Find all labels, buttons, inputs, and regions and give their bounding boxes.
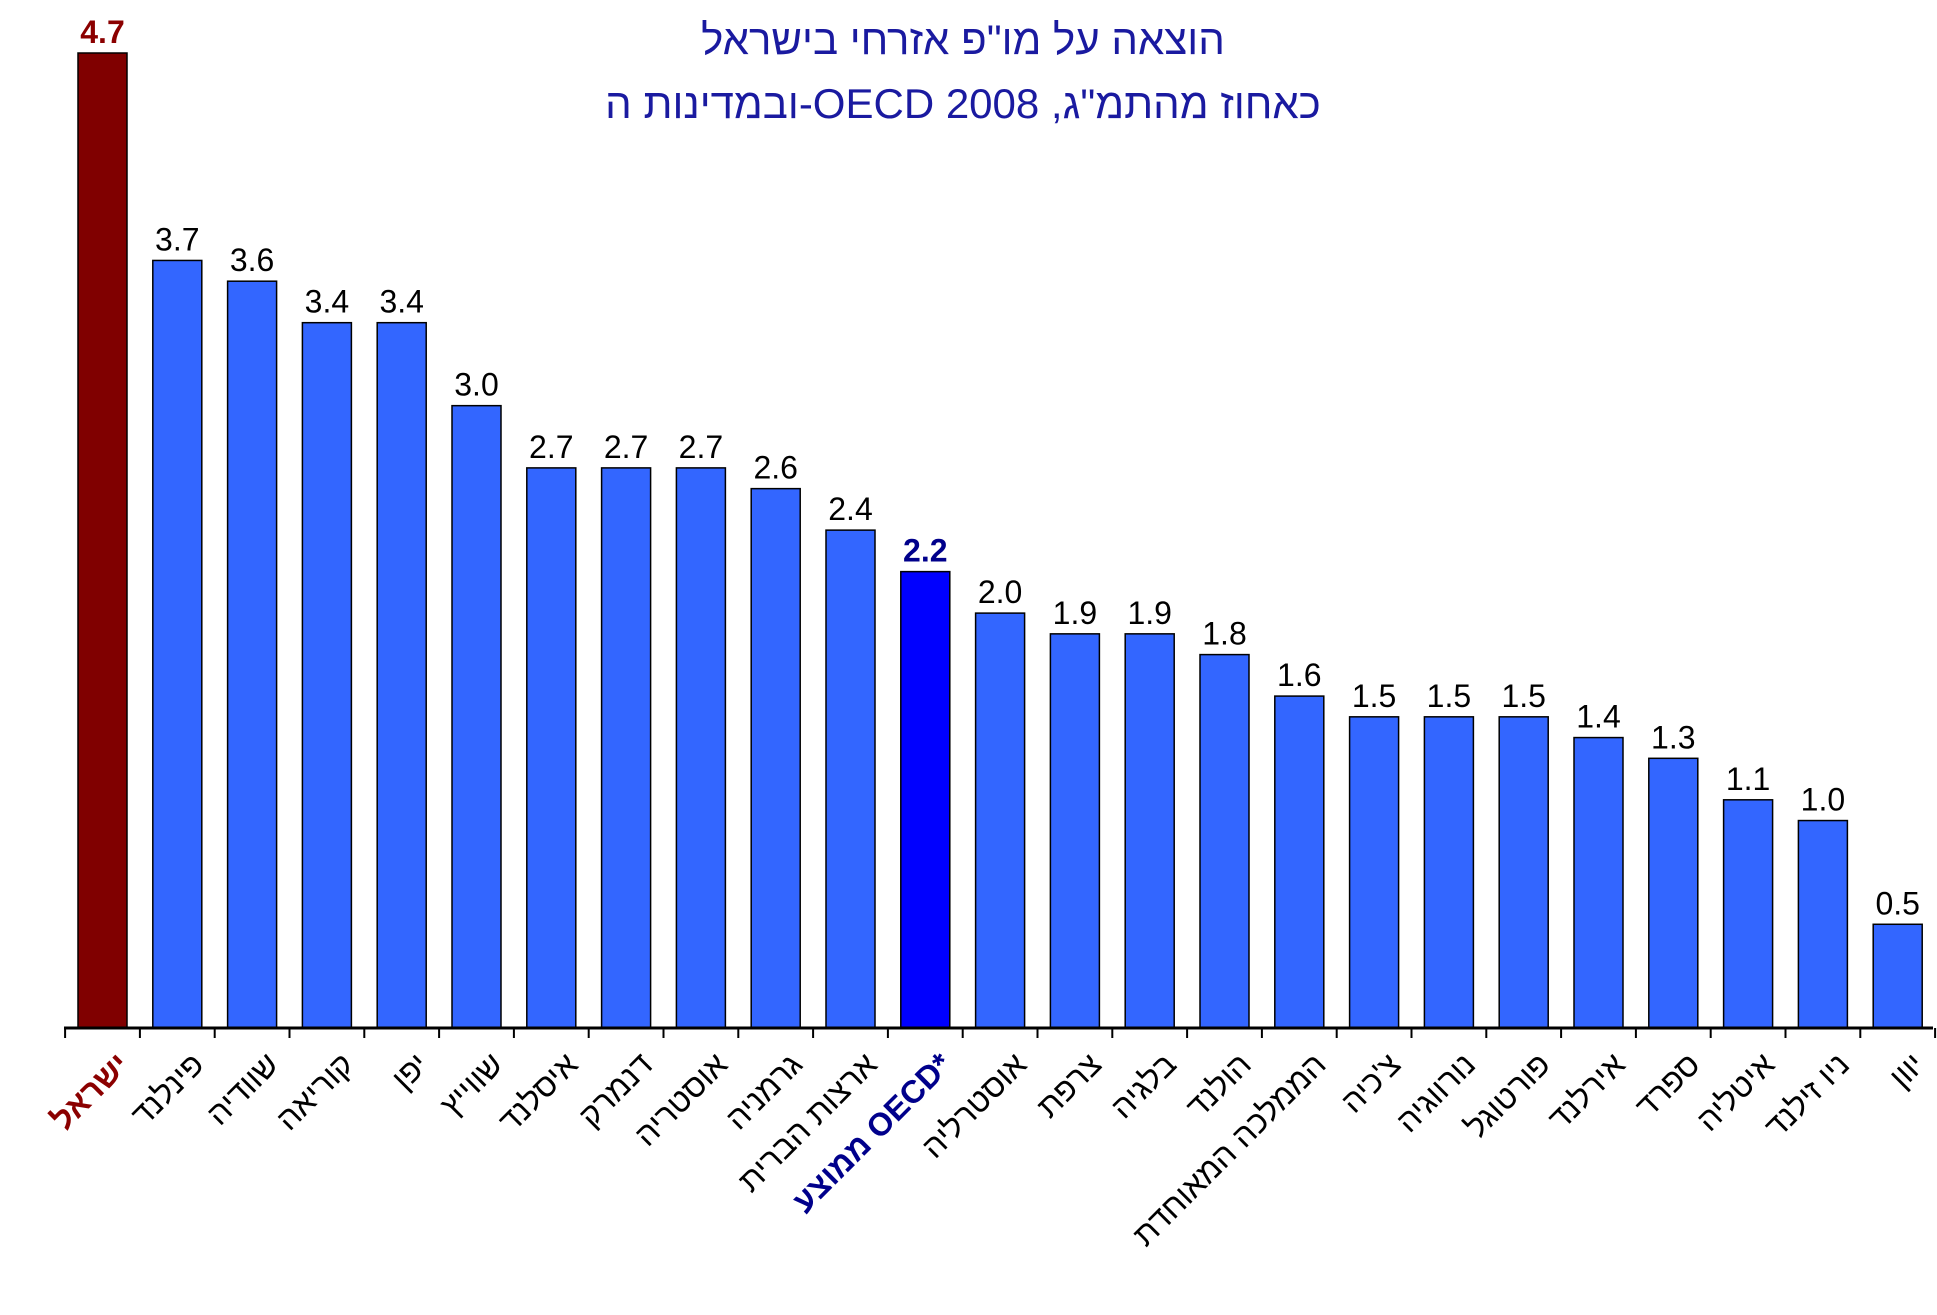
value-label: 2.4: [828, 491, 872, 527]
bar: [1797, 819, 1849, 1029]
bar: [1274, 695, 1325, 1029]
bar: [226, 280, 278, 1029]
bar: [1573, 736, 1624, 1029]
x-tick-label: צרפת: [1030, 1046, 1109, 1125]
bar: [1722, 799, 1774, 1029]
x-tick-label: יפן: [384, 1046, 435, 1097]
bar: [900, 570, 951, 1029]
value-label: 1.6: [1277, 657, 1321, 693]
x-tick-label: קוריאה: [269, 1046, 360, 1137]
value-label: 1.9: [1127, 595, 1171, 631]
x-tick-label: יוון: [1882, 1046, 1931, 1095]
value-label: 1.8: [1202, 616, 1246, 652]
value-label: 3.4: [379, 284, 423, 320]
value-label: 3.4: [305, 284, 349, 320]
bar: [1423, 716, 1475, 1029]
x-tick-label: ישראל: [44, 1046, 135, 1137]
x-tick-label: פורטוגל: [1458, 1046, 1557, 1145]
value-label: 0.5: [1875, 885, 1919, 921]
x-tick-label: אירלנד: [1541, 1046, 1632, 1137]
bar: [600, 467, 652, 1029]
value-label: 1.9: [1053, 595, 1097, 631]
bar: [1872, 923, 1923, 1029]
bar: [526, 467, 577, 1029]
value-label: 4.7: [80, 14, 124, 50]
value-label: 1.1: [1726, 761, 1770, 797]
bar: [1199, 653, 1250, 1029]
x-tick-label: ניו זילנד: [1757, 1046, 1856, 1145]
value-label: 1.0: [1801, 782, 1845, 818]
x-tick-label: פינלנד: [124, 1046, 211, 1133]
value-label: 1.4: [1576, 699, 1620, 735]
value-label: 2.2: [903, 533, 947, 569]
value-label: 3.0: [454, 367, 498, 403]
bar: [750, 487, 801, 1029]
value-label: 2.7: [679, 429, 723, 465]
value-label: 3.7: [155, 221, 199, 257]
value-label: 2.7: [529, 429, 573, 465]
bar: [1498, 716, 1549, 1029]
bar: [451, 404, 502, 1029]
value-label: 1.5: [1501, 678, 1545, 714]
bar: [675, 467, 727, 1029]
bar: [1648, 757, 1699, 1029]
value-label: 2.0: [978, 574, 1022, 610]
x-tick-label: שוודיה: [199, 1046, 285, 1132]
value-label: 1.5: [1427, 678, 1471, 714]
chart-title: הוצאה על מו"פ אזרחי בישראל: [701, 16, 1225, 63]
value-label: 2.7: [604, 429, 648, 465]
bar: [825, 529, 876, 1029]
bar: [301, 321, 353, 1029]
value-label: 1.3: [1651, 719, 1695, 755]
bar: [1348, 716, 1400, 1029]
bar: [77, 52, 128, 1029]
x-tick-label: איסלנד: [491, 1046, 584, 1139]
bar: [152, 259, 203, 1029]
value-label: 3.6: [230, 242, 274, 278]
value-label: 1.5: [1352, 678, 1396, 714]
value-label: 2.6: [753, 450, 797, 486]
bar: [1124, 633, 1175, 1029]
x-tick-label: בלגיה: [1104, 1046, 1183, 1125]
bar: [974, 612, 1026, 1029]
bar: [1049, 633, 1101, 1029]
bar: [376, 321, 427, 1029]
chart-title: ובמדינות ה-OECD כאחוז מהתמ"ג, 2008: [605, 80, 1321, 127]
